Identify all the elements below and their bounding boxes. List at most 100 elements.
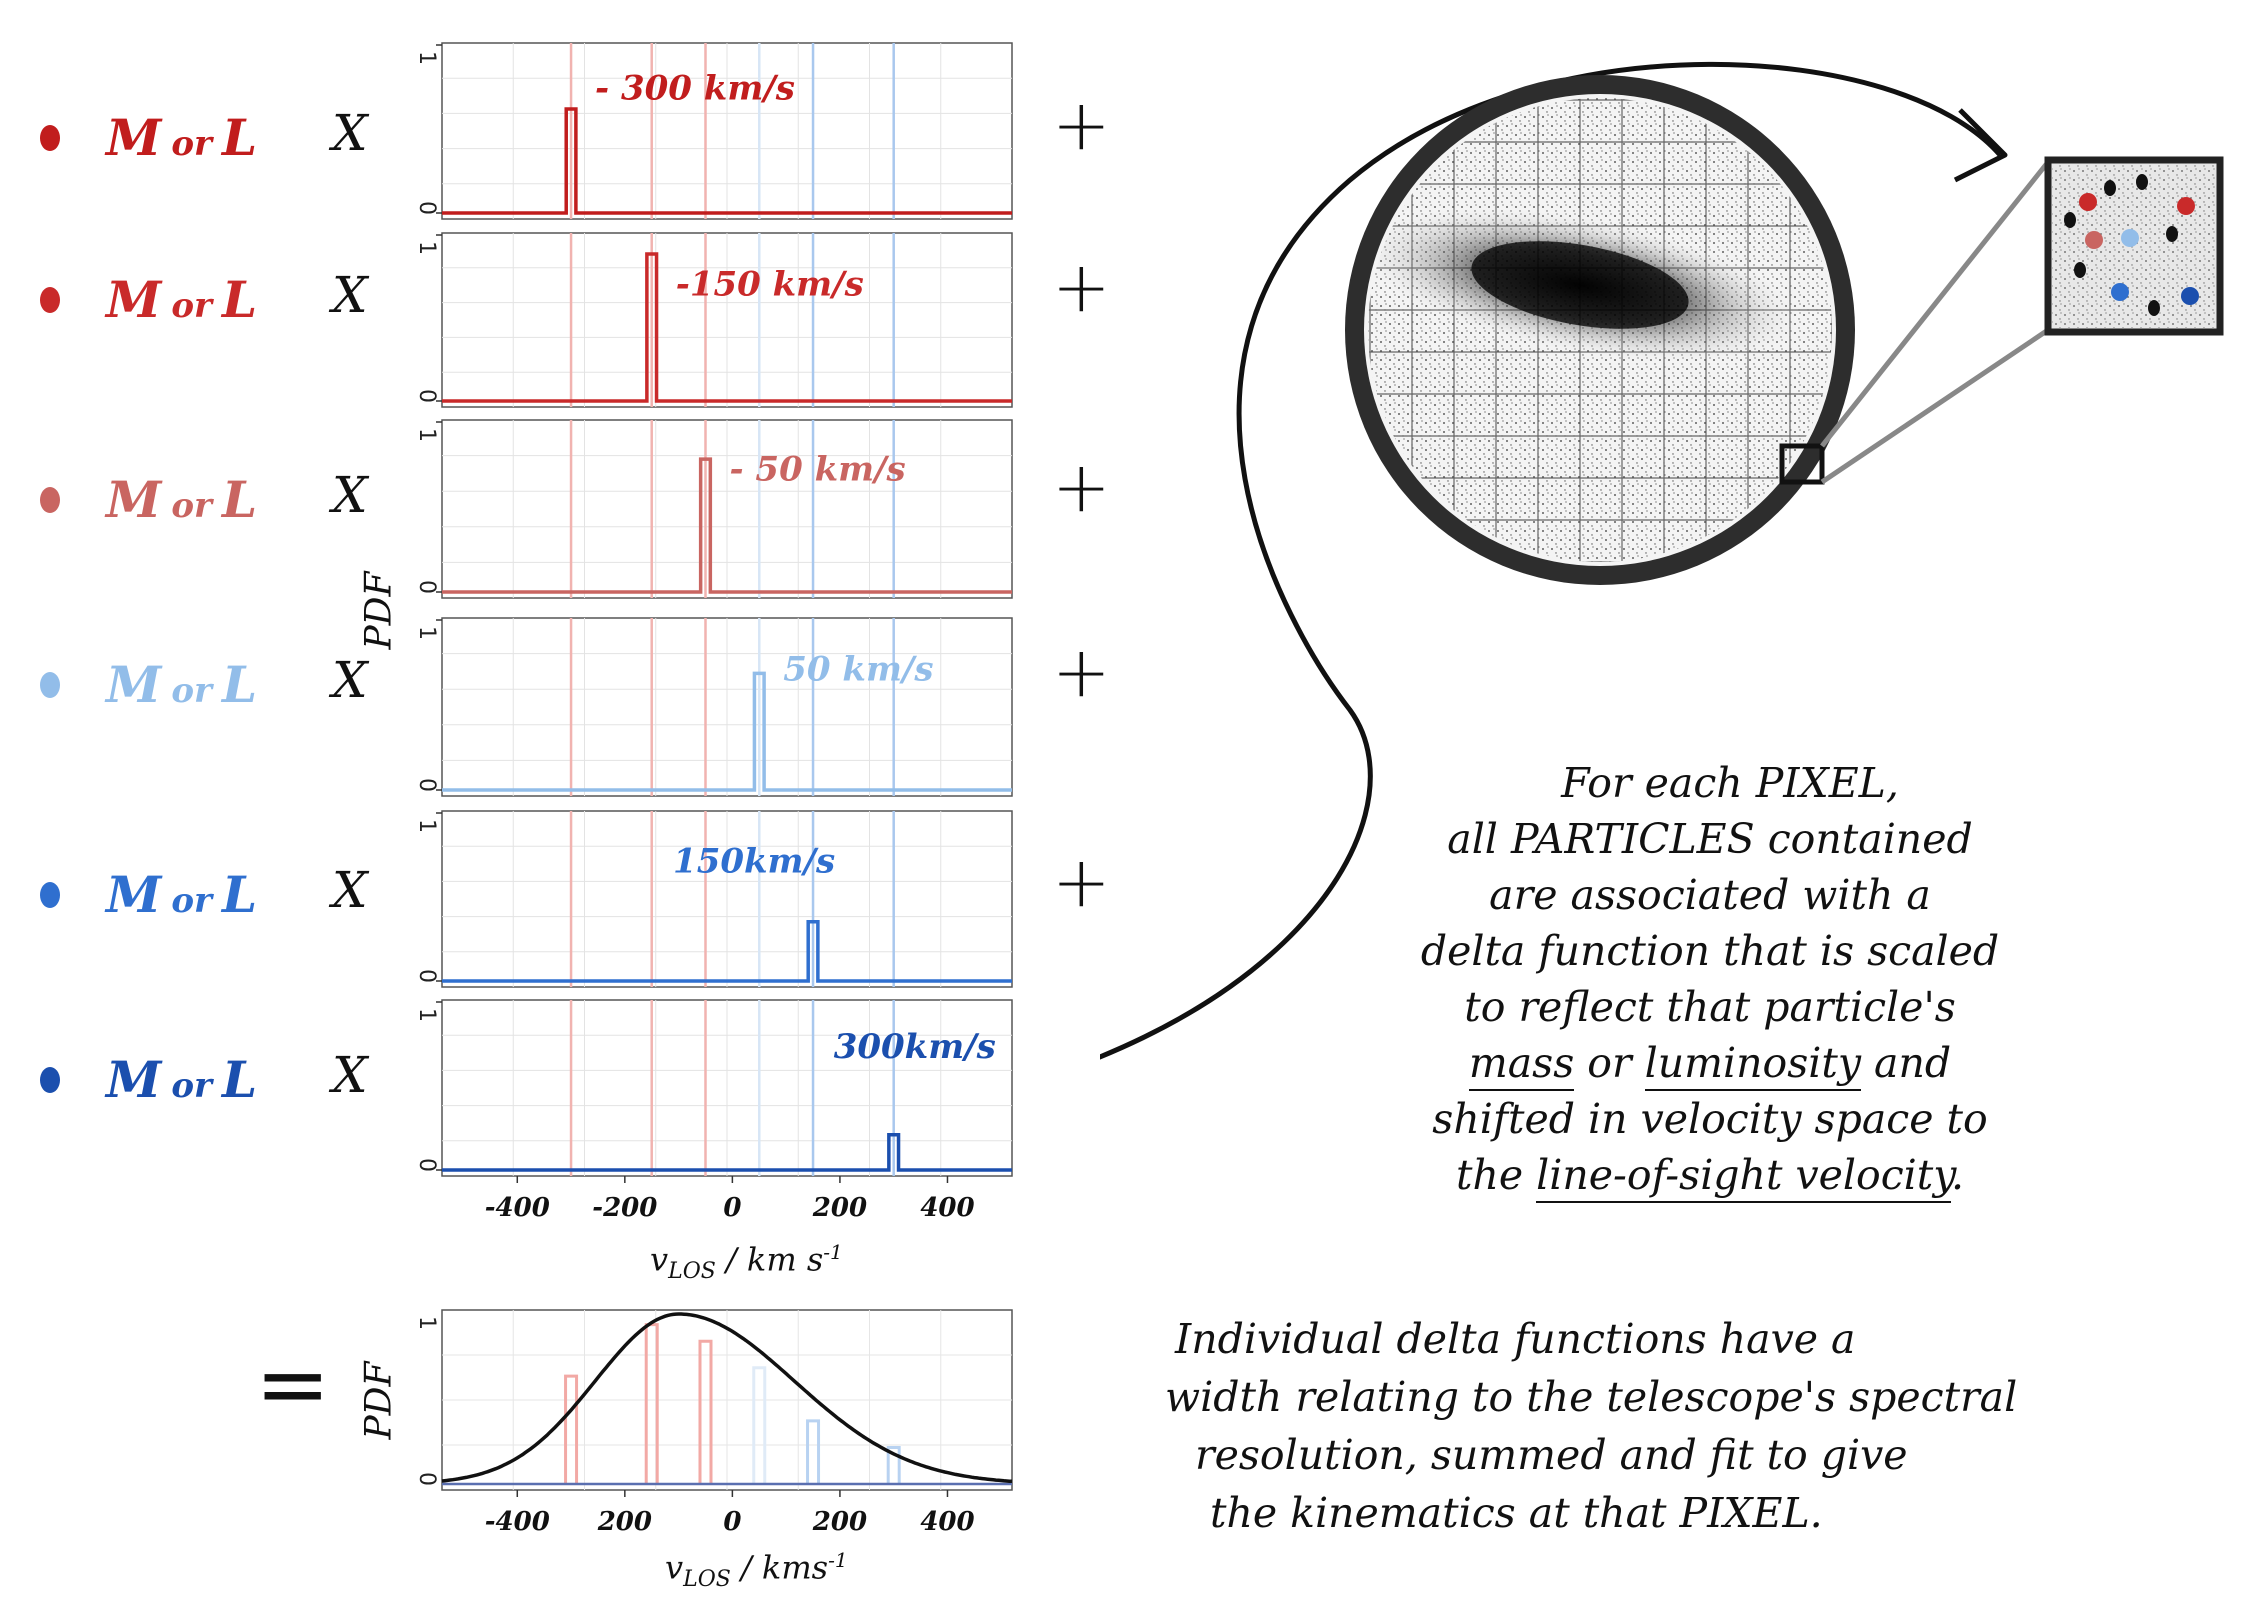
plus-sign: + <box>1052 246 1111 328</box>
particle-dot <box>40 286 60 313</box>
plus-sign: + <box>1052 84 1111 166</box>
note1-line1: For each PIXEL, <box>1561 759 1899 807</box>
inset-particle <box>2177 197 2195 215</box>
particle-dot <box>40 486 60 513</box>
x-tick-label: 400 <box>920 1193 974 1223</box>
gaussian-fit-curve <box>441 1312 1013 1484</box>
multiply-sign: X <box>332 651 368 709</box>
inset-particle <box>2136 174 2148 190</box>
inset-particle <box>2104 180 2116 196</box>
plus-sign: + <box>1052 841 1111 923</box>
summary-note: Individual delta functions have a width … <box>1165 1310 2065 1542</box>
summed-panel: 1 0 -400 200 0 200 400 <box>400 1305 1040 1555</box>
note1-line6: mass or luminosity and <box>1400 1035 2020 1091</box>
note2-line3: resolution, summed and fit to give <box>1195 1431 1908 1479</box>
explanation-note: For each PIXEL, all PARTICLES contained … <box>1400 755 2020 1203</box>
delta-function <box>442 252 1012 403</box>
y-tick-label: 0 <box>414 1158 439 1172</box>
velocity-label: 150km/s <box>673 842 835 882</box>
inset-particle <box>2074 262 2086 278</box>
velocity-label: - 50 km/s <box>729 450 905 490</box>
delta-panel-2: 1 0 - 50 km/s <box>414 419 1013 599</box>
inset-particle <box>2079 193 2097 211</box>
inset-particle <box>2111 283 2129 301</box>
particle-dot <box>40 671 60 698</box>
y-tick-label: 1 <box>414 1316 439 1330</box>
faded-delta <box>752 1366 767 1484</box>
y-tick-label: 1 <box>414 626 439 640</box>
top-ylabel: PDF <box>358 571 400 650</box>
faded-delta <box>806 1419 821 1484</box>
inset-particles <box>2064 174 2199 316</box>
multiply-sign: X <box>332 466 368 524</box>
multiply-sign: X <box>332 861 368 919</box>
mass-word: mass <box>1468 1039 1575 1091</box>
delta-panels: 1 0 - 300 km/s 1 0 -150 km/s 1 0 - 50 km/s 1 0 50 k… <box>400 38 1040 1288</box>
selected-pixel <box>1779 443 1825 485</box>
multiply-sign: X <box>332 266 368 324</box>
y-tick-label: 1 <box>414 51 439 65</box>
note2-line4: the kinematics at that PIXEL. <box>1210 1489 1823 1537</box>
delta-panels-svg: 1 0 - 300 km/s 1 0 -150 km/s 1 0 - 50 km/s 1 0 50 k… <box>414 42 1013 1223</box>
y-tick-label: 1 <box>414 819 439 833</box>
x-tick-label: 400 <box>920 1507 974 1537</box>
delta-panel-4: 1 0 150km/s <box>414 810 1013 988</box>
velocity-label: -150 km/s <box>676 265 864 305</box>
multiply-sign: X <box>332 104 368 162</box>
delta-function <box>442 107 1012 215</box>
x-tick-label: 0 <box>723 1193 741 1223</box>
inset-particle <box>2064 212 2076 228</box>
delta-panel-3: 1 0 50 km/s <box>414 617 1013 797</box>
y-tick-label: 0 <box>414 969 439 983</box>
delta-panel-5: 1 0 300km/s <box>414 999 1013 1177</box>
delta-function <box>442 920 1012 983</box>
inset-particle <box>2121 229 2139 247</box>
note2-line1: Individual delta functions have a <box>1175 1315 1856 1363</box>
y-tick-label: 0 <box>414 580 439 594</box>
multiply-sign: X <box>332 1046 368 1104</box>
faded-delta <box>886 1445 901 1484</box>
x-tick-label: -400 <box>485 1507 550 1537</box>
delta-panel-1: 1 0 -150 km/s <box>414 232 1013 408</box>
delta-function <box>442 671 1012 792</box>
x-tick-label: 200 <box>597 1507 652 1537</box>
y-tick-label: 0 <box>414 1472 439 1486</box>
note1-line2: all PARTICLES contained <box>1447 815 1973 863</box>
x-tick-label: 200 <box>812 1193 867 1223</box>
velocity-label: 300km/s <box>834 1027 996 1067</box>
luminosity-word: luminosity <box>1644 1039 1862 1091</box>
y-tick-label: 0 <box>414 778 439 792</box>
y-tick-label: 1 <box>414 428 439 442</box>
particle-dot <box>40 881 60 908</box>
note1-line3: are associated with a <box>1489 871 1931 919</box>
x-tick-label: -400 <box>485 1193 550 1223</box>
y-tick-label: 1 <box>414 1008 439 1022</box>
inset-particle <box>2166 226 2178 242</box>
inset-particle <box>2148 300 2160 316</box>
particle-dot <box>40 1066 60 1093</box>
plus-sign: + <box>1052 446 1111 528</box>
equals-sign: = <box>255 1332 331 1437</box>
inset-particle <box>2181 287 2199 305</box>
bottom-xlabel: vLOS / kms-1 <box>665 1548 848 1593</box>
note1-line4: delta function that is scaled <box>1420 927 2000 975</box>
summed-panel-svg: 1 0 -400 200 0 200 400 <box>414 1309 1013 1537</box>
velocity-label: 50 km/s <box>783 649 933 689</box>
note2-line2: width relating to the telescope's spectr… <box>1165 1373 2018 1421</box>
note1-line5: to reflect that particle's <box>1464 983 1956 1031</box>
note1-line8: the line-of-sight velocity. <box>1400 1147 2020 1203</box>
delta-function <box>442 1133 1012 1172</box>
bottom-ylabel: PDF <box>358 1361 400 1440</box>
y-tick-label: 0 <box>414 201 439 215</box>
top-xlabel: vLOS / km s-1 <box>650 1240 843 1285</box>
plus-sign: + <box>1052 631 1111 713</box>
faded-delta <box>564 1374 579 1484</box>
